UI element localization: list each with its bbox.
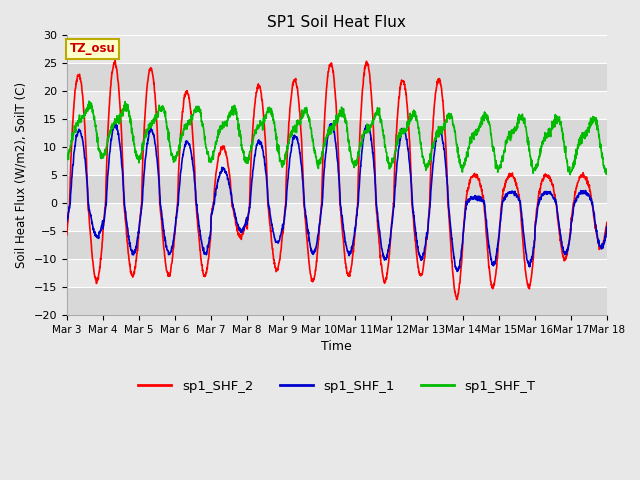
Text: TZ_osu: TZ_osu	[70, 42, 115, 55]
Bar	[67, 175, 607, 203]
Bar	[67, 259, 607, 287]
Y-axis label: Soil Heat Flux (W/m2), SoilT (C): Soil Heat Flux (W/m2), SoilT (C)	[15, 82, 28, 268]
Bar	[67, 147, 607, 175]
Legend: sp1_SHF_2, sp1_SHF_1, sp1_SHF_T: sp1_SHF_2, sp1_SHF_1, sp1_SHF_T	[133, 374, 541, 398]
Bar	[67, 231, 607, 259]
X-axis label: Time: Time	[321, 340, 352, 353]
Bar	[67, 287, 607, 315]
Title: SP1 Soil Heat Flux: SP1 Soil Heat Flux	[268, 15, 406, 30]
Bar	[67, 36, 607, 63]
Bar	[67, 203, 607, 231]
Bar	[67, 63, 607, 91]
Bar	[67, 119, 607, 147]
Bar	[67, 91, 607, 119]
